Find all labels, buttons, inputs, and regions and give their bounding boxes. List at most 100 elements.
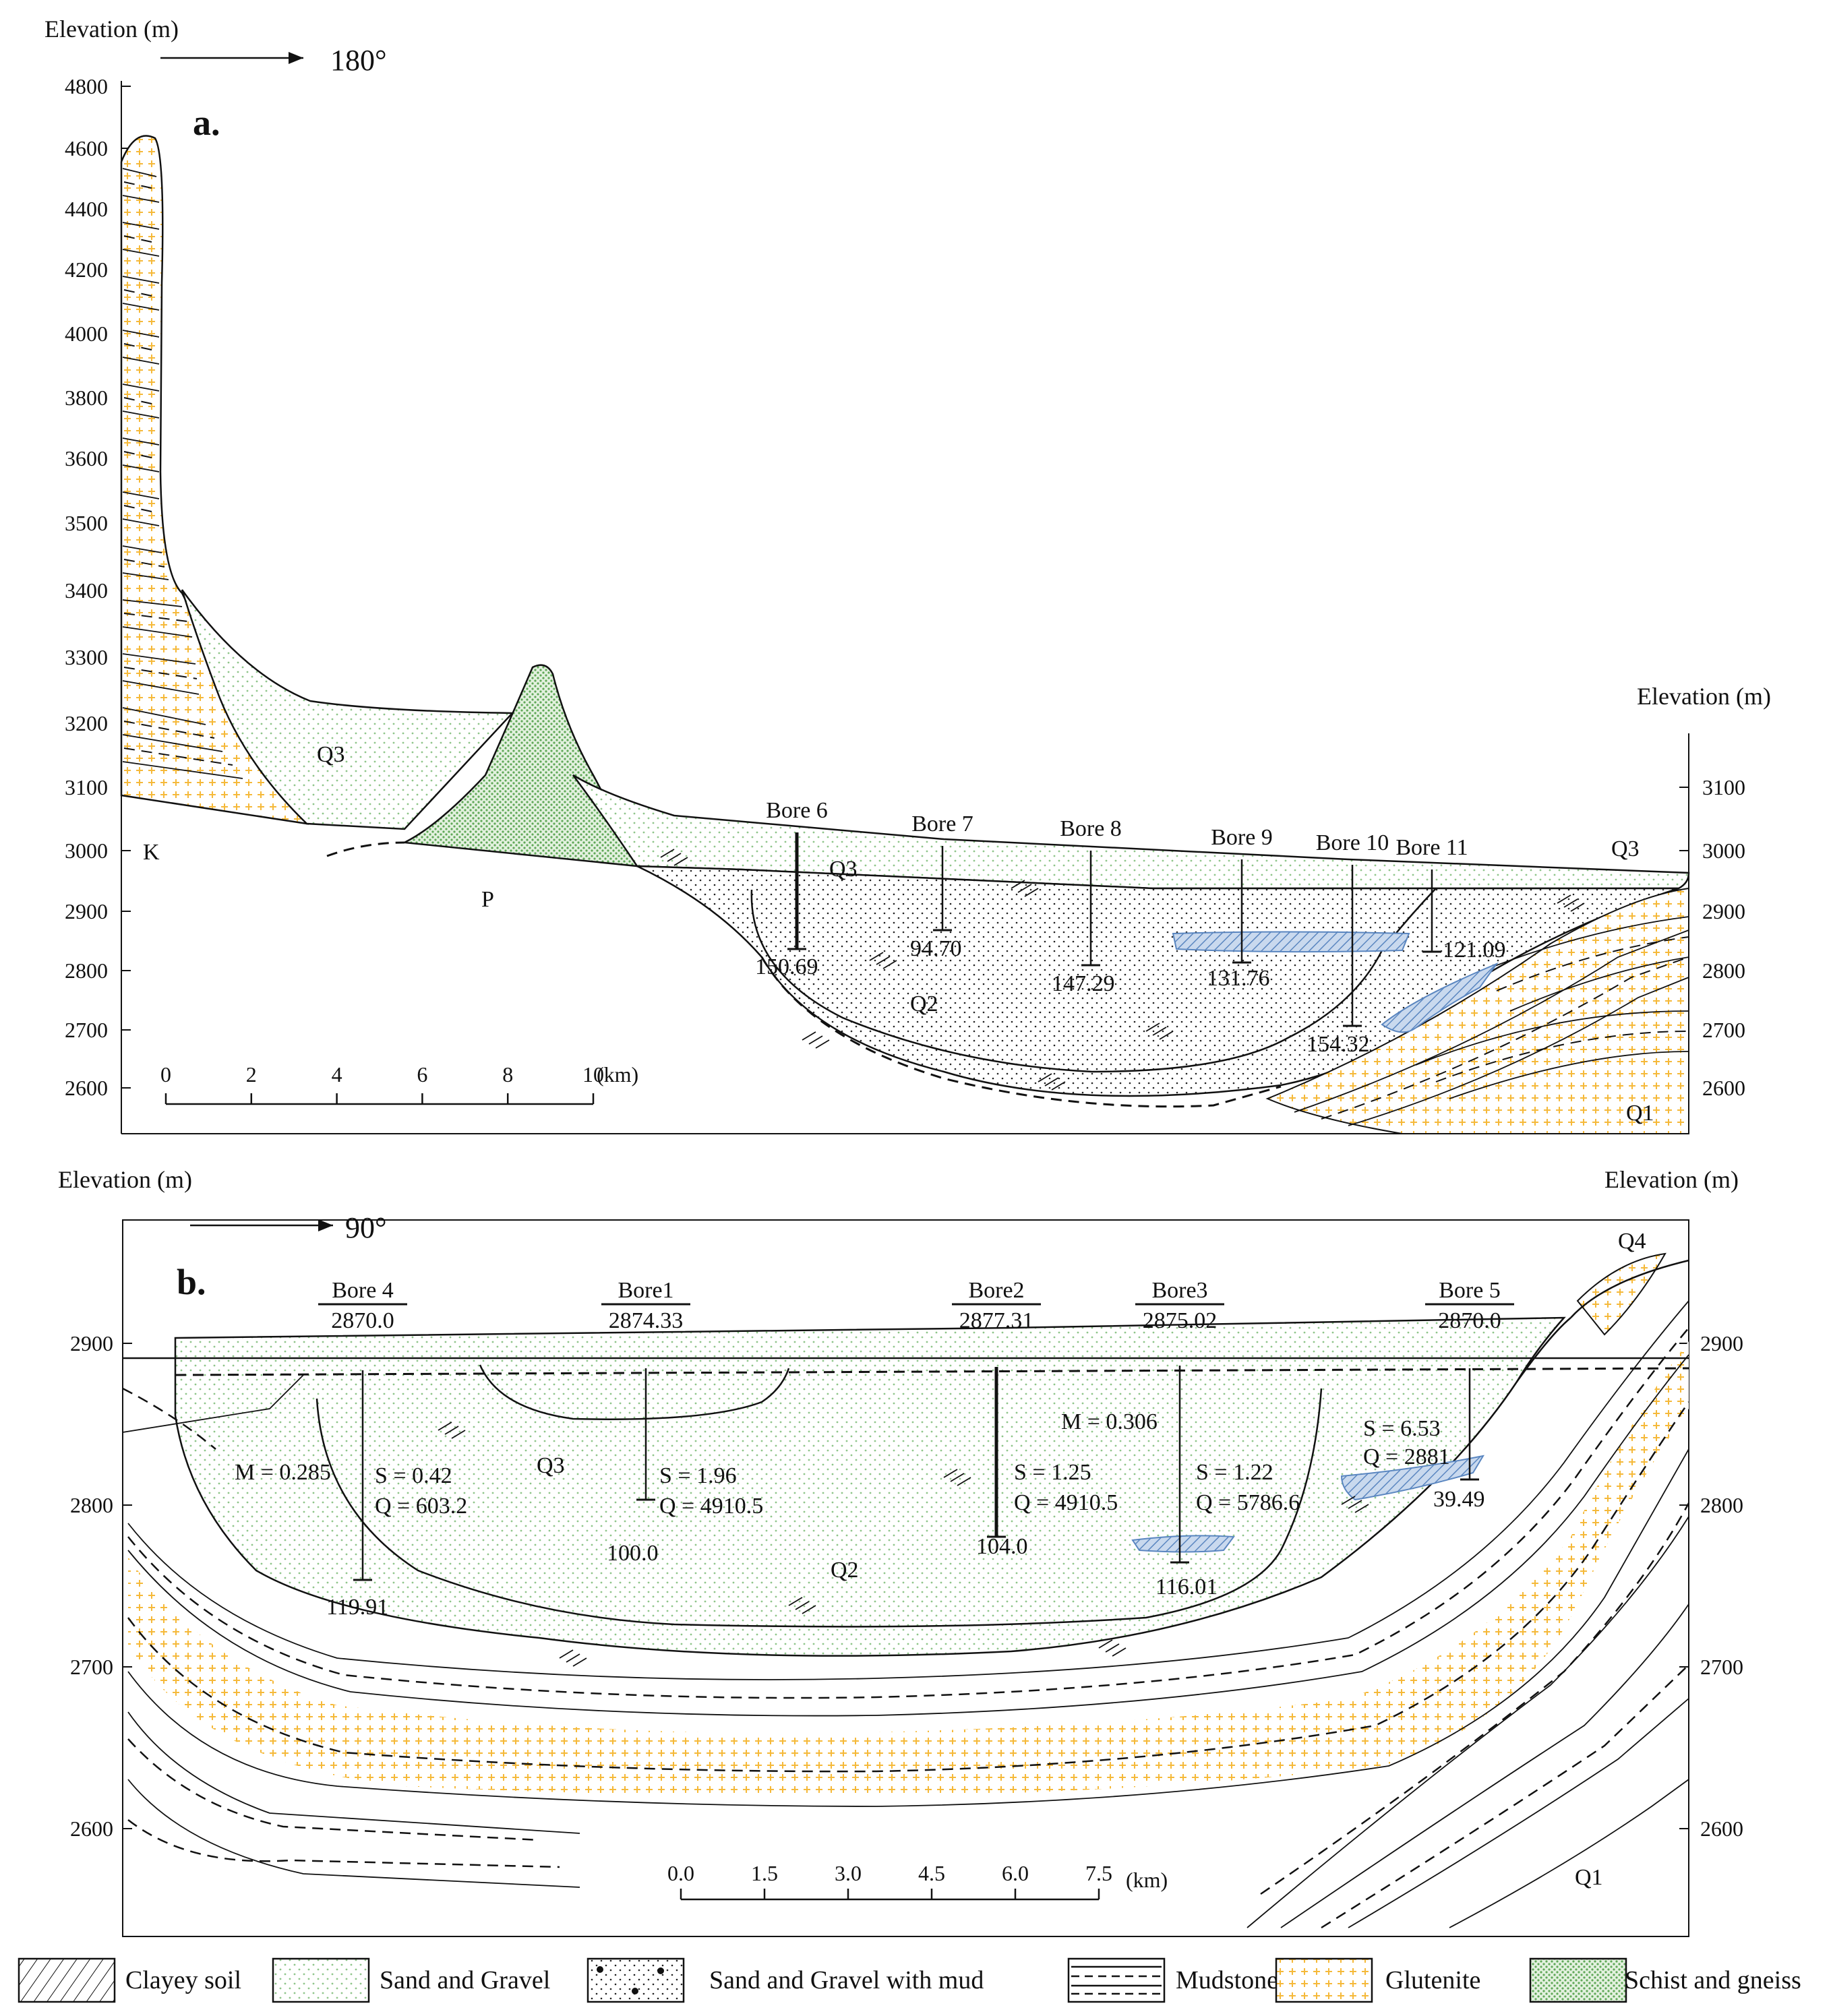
legend: Clayey soil Sand and Gravel Sand and Grave… (18, 1957, 1801, 2003)
panel-b-right-axis-title: Elevation (m) (1604, 1166, 1739, 1193)
legend-label: Sand and Gravel with mud (709, 1966, 984, 1994)
param-q-2: Q = 4910.5 (659, 1494, 763, 1519)
aquifer-lens-a1 (1172, 931, 1410, 953)
unit-q3-left: Q3 (317, 742, 345, 767)
param-m-1: M = 0.285 (235, 1460, 331, 1485)
tick-label: 3800 (65, 386, 108, 410)
scale-label: 7.5 (1085, 1861, 1112, 1885)
unit-q2: Q2 (910, 991, 938, 1016)
tick-label: 3000 (1702, 838, 1745, 863)
q3-inner-lens (479, 1364, 790, 1420)
glutenite-upper-lens (1576, 1252, 1667, 1336)
legend-swatch-gravel (632, 1988, 638, 1994)
tick-label: 2700 (70, 1655, 113, 1679)
bore-elevation: 2874.33 (609, 1308, 684, 1333)
legend-item: Clayey soil (18, 1957, 241, 2003)
legend-swatch-gravel (597, 1966, 603, 1973)
panel-b: Elevation (m) Elevation (m) 90° b. 29002… (58, 1166, 1743, 1937)
tick-label: 4200 (65, 257, 108, 282)
bore-depth: 119.91 (326, 1595, 388, 1620)
legend-item: Schist and gneiss (1529, 1957, 1801, 2003)
bore-name: Bore3 (1151, 1278, 1207, 1303)
tick-label: 3000 (65, 838, 108, 863)
panel-b-bores: Bore 4 2870.0 119.91 Bore1 2874.33 100.0 Bore2… (318, 1278, 1514, 1620)
scale-label: 0.0 (667, 1861, 694, 1885)
param-s-1: S = 0.42 (375, 1463, 452, 1488)
tick-label: 3600 (65, 446, 108, 470)
panel-b-strata-lines (122, 1300, 1689, 1928)
panel-a-label: a. (193, 102, 220, 143)
param-s-3: S = 1.25 (1014, 1460, 1091, 1485)
bore-name: Bore 4 (332, 1278, 394, 1303)
bore-name: Bore 5 (1439, 1278, 1501, 1303)
scale-label: 10 (582, 1062, 604, 1087)
q4-slope (1515, 1317, 1571, 1382)
panel-b-strata-dashes (122, 1327, 1690, 1929)
panel-a-right-axis-title: Elevation (m) (1637, 683, 1771, 710)
tick-label: 2800 (1702, 958, 1745, 983)
bore-depth: 131.76 (1207, 966, 1270, 991)
legend-item: Glutenite (1275, 1957, 1480, 2003)
bore-name: Bore 9 (1211, 825, 1273, 850)
panel-a-left-axis-title: Elevation (m) (44, 16, 179, 42)
bore-depth: 116.01 (1155, 1575, 1218, 1599)
tick-label: 2800 (1700, 1493, 1743, 1517)
panel-a-scale-unit: (km) (597, 1062, 638, 1087)
param-q-1: Q = 603.2 (375, 1494, 467, 1519)
tick-label: 3100 (65, 775, 108, 799)
q3-left-basin (181, 589, 514, 830)
tick-label: 2600 (1702, 1076, 1745, 1100)
q2-inner-contact-b (316, 1388, 1323, 1628)
tick-label: 2700 (1700, 1655, 1743, 1679)
legend-swatch-gravel (657, 1967, 664, 1974)
param-s-2: S = 1.96 (659, 1463, 737, 1488)
tick-label: 2800 (65, 958, 108, 983)
tick-label: 4400 (65, 197, 108, 221)
bore-depth: 121.09 (1443, 938, 1506, 963)
scale-label: 4.5 (918, 1861, 945, 1885)
legend-swatch (587, 1957, 685, 2003)
scale-label: 6 (417, 1062, 427, 1087)
tick-label: 3500 (65, 511, 108, 535)
legend-label: Glutenite (1385, 1966, 1480, 1994)
bore-depth: 150.69 (755, 954, 818, 979)
tick-label: 2800 (70, 1493, 113, 1517)
legend-swatch (272, 1957, 370, 2003)
tick-label: 2600 (65, 1076, 108, 1100)
bore-name: Bore 6 (766, 798, 828, 823)
legend-label: Mudstone (1176, 1966, 1278, 1994)
bore-name: Bore 11 (1395, 835, 1468, 860)
panel-a-right-ticks: 3100 3000 2900 2800 2700 2600 (1679, 775, 1745, 1100)
param-q-4: Q = 5786.6 (1196, 1490, 1300, 1515)
legend-swatch (1529, 1957, 1627, 2003)
q1-strata (1265, 887, 1689, 1134)
unit-q3-mid: Q3 (829, 857, 858, 882)
panel-a-dip-marks (660, 849, 1585, 1091)
scale-label: 8 (502, 1062, 513, 1087)
bore-elevation: 2870.0 (331, 1308, 394, 1333)
unit-q2-b: Q2 (831, 1558, 859, 1583)
scale-label: 3.0 (835, 1861, 862, 1885)
tick-label: 3400 (65, 578, 108, 603)
panel-a-bores: Bore 6 150.69 Bore 7 94.70 Bore 8 147.29 Bore … (755, 798, 1506, 1057)
bore-name: Bore 7 (911, 812, 973, 836)
bore-name: Bore 10 (1316, 830, 1389, 855)
tick-label: 4000 (65, 322, 108, 346)
panel-b-scale-unit: (km) (1126, 1868, 1168, 1892)
param-q-5: Q = 2881 (1363, 1444, 1450, 1469)
glutenite-band (128, 1341, 1689, 1796)
panel-b-left-ticks: 2900 2800 2700 2600 (70, 1331, 132, 1841)
legend-swatch (1067, 1957, 1166, 2003)
k-strata-dashes (123, 181, 233, 766)
scale-label: 2 (246, 1062, 257, 1087)
legend-swatch (18, 1957, 116, 2003)
unit-q3-right: Q3 (1611, 836, 1640, 861)
bore-name: Bore 8 (1060, 816, 1122, 841)
aquifer-lens-a2 (1381, 962, 1499, 1033)
q2-sand-basin (174, 1316, 1566, 1657)
unit-q1: Q1 (1626, 1101, 1654, 1126)
panel-b-right-ticks: 2900 2800 2700 2600 (1679, 1331, 1743, 1841)
tick-label: 2600 (1700, 1816, 1743, 1841)
panel-b-left-axis-title: Elevation (m) (58, 1166, 192, 1193)
